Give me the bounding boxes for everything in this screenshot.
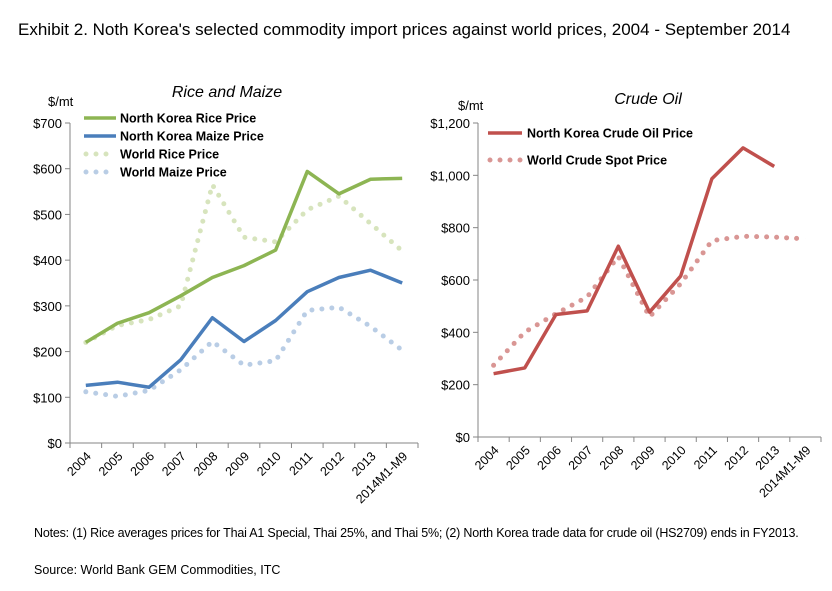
y-tick-label: $0: [48, 436, 62, 451]
x-tick-label: 2012: [722, 443, 752, 473]
x-tick-label: 2004: [64, 449, 94, 479]
y-tick-label: $0: [456, 430, 470, 445]
y-tick-label: $1,000: [430, 168, 470, 183]
legend-label: World Rice Price: [120, 148, 219, 162]
x-tick-label: 2010: [659, 443, 689, 473]
chart-1: Crude Oil $/mt $0 $200 $400 $600 $800 $1,000 $1,…: [430, 91, 822, 500]
notes-text: Notes: (1) Rice averages prices for Thai…: [34, 526, 799, 540]
x-tick-label: 2006: [128, 449, 158, 479]
y-tick-label: $1,200: [430, 116, 470, 131]
y-tick-label: $400: [441, 325, 470, 340]
y-tick-label: $800: [441, 221, 470, 236]
x-tick-label: 2008: [597, 443, 627, 473]
legend-label: World Crude Spot Price: [527, 154, 667, 168]
y-tick-label: $700: [33, 116, 62, 131]
x-tick-label: 2007: [566, 443, 596, 473]
chart-title: Crude Oil: [614, 91, 682, 108]
y-tick-label: $500: [33, 207, 62, 222]
x-tick-label: 2011: [286, 449, 315, 478]
series-line-world-crude-spot-price: [491, 233, 808, 368]
x-tick-label: 2005: [96, 449, 126, 479]
series-line-north-korea-rice-price: [84, 169, 403, 344]
series-line-north-korea-crude-oil-price: [493, 146, 776, 376]
x-tick-label: 2009: [223, 449, 253, 479]
legend-label: North Korea Crude Oil Price: [527, 127, 693, 141]
y-tick-label: $200: [441, 378, 470, 393]
y-tick-label: $300: [33, 299, 62, 314]
legend-label: World Maize Price: [120, 166, 227, 180]
exhibit-title: Exhibit 2. Noth Korea's selected commodi…: [18, 20, 791, 39]
series-line-world-maize-price: [83, 304, 405, 399]
x-tick-label: 2009: [628, 443, 658, 473]
y-tick-label: $400: [33, 253, 62, 268]
chart-title: Rice and Maize: [172, 84, 282, 101]
x-tick-label: 2010: [254, 449, 284, 479]
x-tick-label: 2012: [317, 449, 347, 479]
x-tick-label: 2008: [191, 449, 221, 479]
x-tick-label: 2007: [159, 449, 189, 479]
chart-0: Rice and Maize $/mt $0 $100 $200 $300 $400 $500…: [33, 84, 419, 506]
series-line-north-korea-maize-price: [85, 268, 403, 389]
legend-label: North Korea Rice Price: [120, 112, 256, 126]
x-tick-label: 2005: [503, 443, 533, 473]
x-tick-label: 2011: [691, 443, 720, 472]
legend-label: North Korea Maize Price: [120, 130, 264, 144]
y-axis-label: $/mt: [458, 98, 484, 113]
x-tick-label: 2006: [535, 443, 565, 473]
y-tick-label: $600: [441, 273, 470, 288]
y-tick-label: $100: [33, 390, 62, 405]
source-text: Source: World Bank GEM Commodities, ITC: [34, 563, 281, 577]
x-tick-label: 2004: [472, 443, 502, 473]
y-axis-label: $/mt: [48, 94, 74, 109]
y-tick-label: $200: [33, 345, 62, 360]
y-tick-label: $600: [33, 162, 62, 177]
